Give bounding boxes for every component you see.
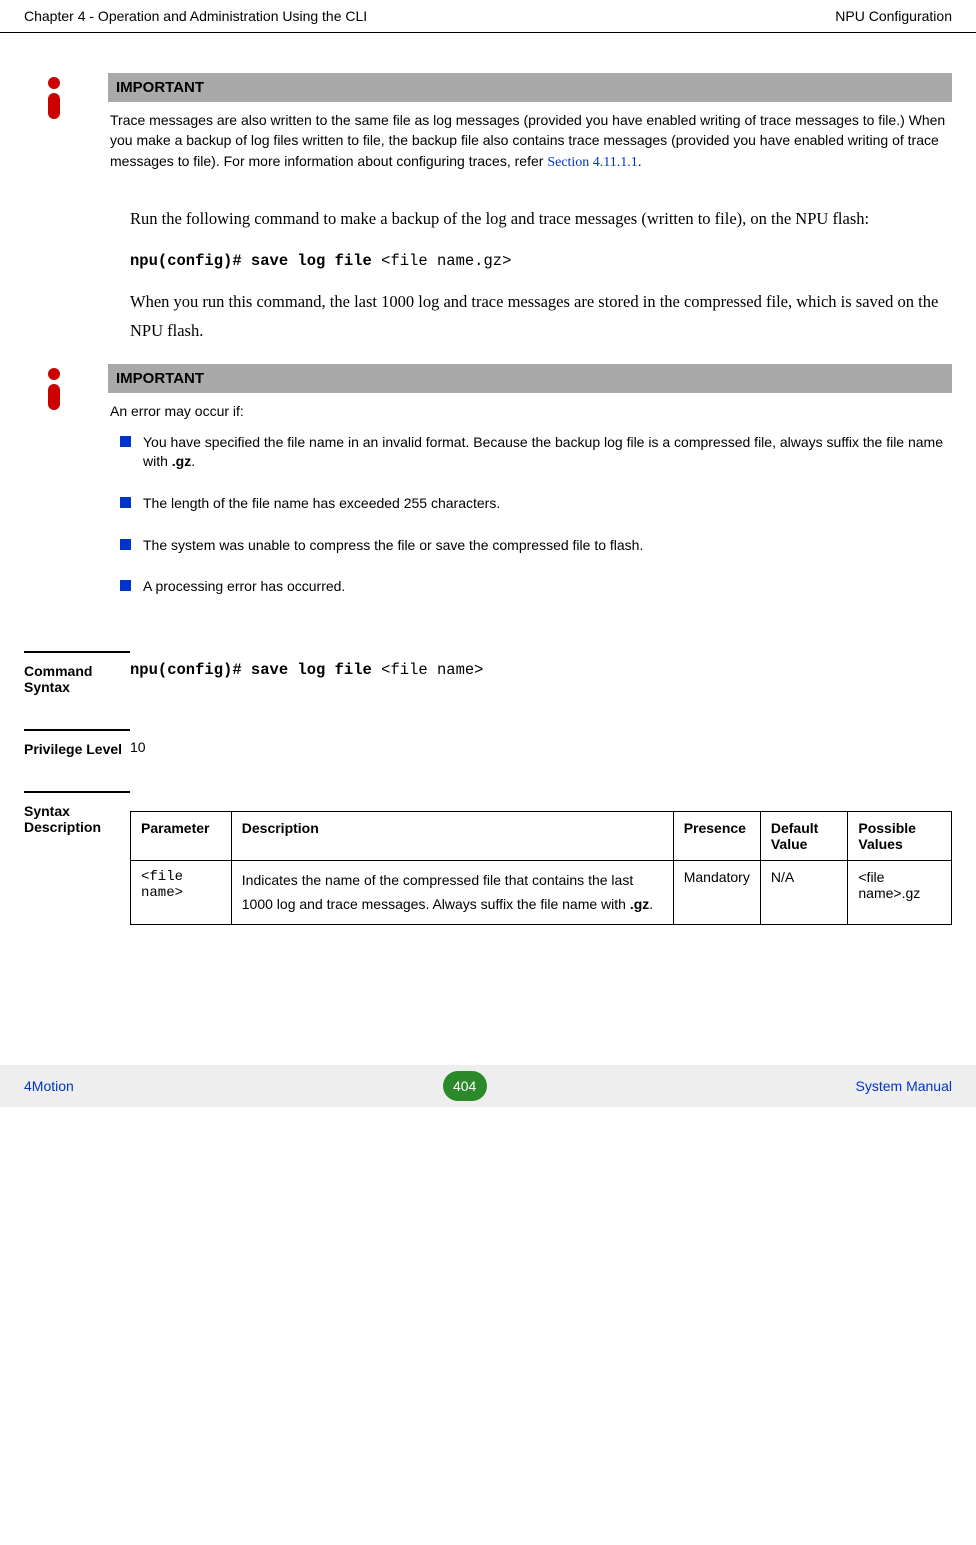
footer-manual-link[interactable]: System Manual bbox=[856, 1078, 952, 1094]
bullet-icon bbox=[120, 497, 131, 508]
td-parameter: <file name> bbox=[131, 860, 232, 925]
privilege-level-row: Privilege Level 10 bbox=[24, 729, 952, 757]
body-paragraph-1: Run the following command to make a back… bbox=[130, 205, 952, 234]
def-value-syntax: Parameter Description Presence Default V… bbox=[130, 791, 952, 926]
th-default: Default Value bbox=[760, 811, 848, 860]
bullet-icon bbox=[120, 580, 131, 591]
callout-title: IMPORTANT bbox=[108, 364, 952, 393]
header-left: Chapter 4 - Operation and Administration… bbox=[24, 8, 367, 24]
td-default: N/A bbox=[760, 860, 848, 925]
def-value-privilege: 10 bbox=[130, 729, 952, 757]
def-label-command: Command Syntax bbox=[24, 651, 130, 695]
list-item: You have specified the file name in an i… bbox=[120, 433, 952, 472]
callout-important-1: IMPORTANT Trace messages are also writte… bbox=[42, 73, 952, 173]
error-list: You have specified the file name in an i… bbox=[108, 421, 952, 597]
th-parameter: Parameter bbox=[131, 811, 232, 860]
info-icon bbox=[42, 77, 72, 121]
def-label-syntax: Syntax Description bbox=[24, 791, 130, 926]
info-icon bbox=[42, 368, 72, 412]
table-row: <file name> Indicates the name of the co… bbox=[131, 860, 952, 925]
footer-page-number: 404 bbox=[443, 1071, 487, 1101]
td-description: Indicates the name of the compressed fil… bbox=[231, 860, 673, 925]
th-description: Description bbox=[231, 811, 673, 860]
body-paragraph-2: When you run this command, the last 1000… bbox=[130, 288, 952, 346]
section-link[interactable]: Section 4.11.1.1 bbox=[547, 155, 637, 170]
bullet-icon bbox=[120, 539, 131, 550]
syntax-table: Parameter Description Presence Default V… bbox=[130, 811, 952, 926]
footer-product[interactable]: 4Motion bbox=[24, 1078, 74, 1094]
page-header: Chapter 4 - Operation and Administration… bbox=[0, 0, 976, 33]
th-presence: Presence bbox=[673, 811, 760, 860]
bullet-icon bbox=[120, 436, 131, 447]
list-item: A processing error has occurred. bbox=[120, 577, 952, 597]
callout-intro: An error may occur if: bbox=[108, 393, 952, 421]
page-content: IMPORTANT Trace messages are also writte… bbox=[0, 33, 976, 925]
syntax-description-row: Syntax Description Parameter Description… bbox=[24, 791, 952, 926]
def-label-privilege: Privilege Level bbox=[24, 729, 130, 757]
td-possible: <file name>.gz bbox=[848, 860, 952, 925]
page-footer: 4Motion 404 System Manual bbox=[0, 1065, 976, 1107]
command-syntax-row: Command Syntax npu(config)# save log fil… bbox=[24, 651, 952, 695]
th-possible: Possible Values bbox=[848, 811, 952, 860]
callout-title: IMPORTANT bbox=[108, 73, 952, 102]
list-item: The system was unable to compress the fi… bbox=[120, 536, 952, 556]
callout-important-2: IMPORTANT An error may occur if: You hav… bbox=[42, 364, 952, 619]
td-presence: Mandatory bbox=[673, 860, 760, 925]
list-item: The length of the file name has exceeded… bbox=[120, 494, 952, 514]
def-value-command: npu(config)# save log file <file name> bbox=[130, 651, 952, 695]
header-right: NPU Configuration bbox=[835, 8, 952, 24]
table-header-row: Parameter Description Presence Default V… bbox=[131, 811, 952, 860]
code-example-1: npu(config)# save log file <file name.gz… bbox=[130, 252, 952, 270]
callout-text: Trace messages are also written to the s… bbox=[108, 102, 952, 173]
